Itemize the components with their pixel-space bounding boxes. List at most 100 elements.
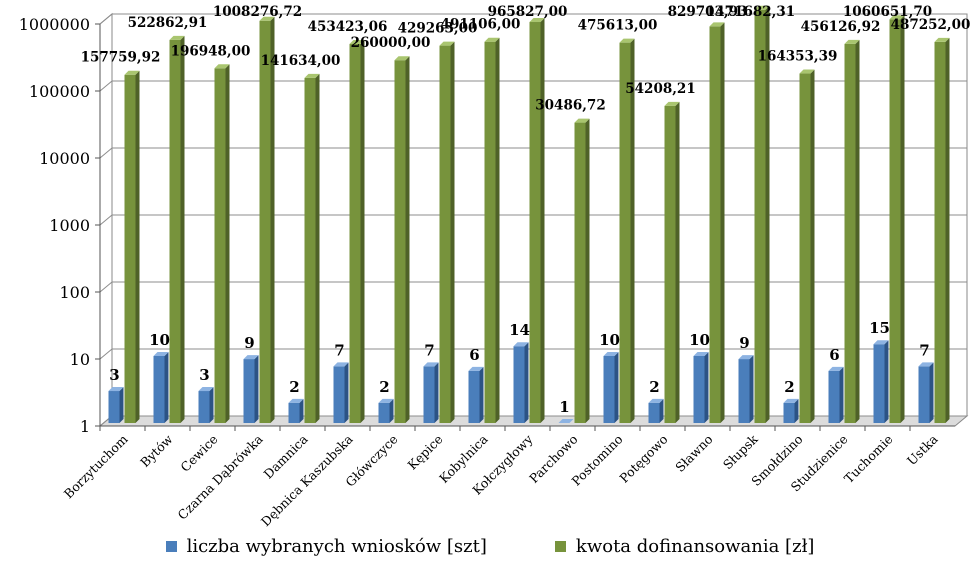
legend-item-applications: liczba wybranych wniosków [szt] xyxy=(165,536,487,557)
bar-funding xyxy=(214,68,226,423)
category-label: Słupsk xyxy=(720,431,761,472)
category-label: Bytów xyxy=(137,431,176,470)
bar-top-funding xyxy=(349,40,365,45)
bar-top-applications xyxy=(468,366,484,371)
data-label-applications: 3 xyxy=(109,366,119,384)
bar-side-applications xyxy=(884,340,889,423)
data-label-applications: 10 xyxy=(689,331,710,349)
bar-top-applications xyxy=(783,398,799,403)
data-label-applications: 2 xyxy=(379,378,389,396)
bar-top-applications xyxy=(378,398,394,403)
data-label-funding: 522862,91 xyxy=(128,15,208,31)
bar-side-applications xyxy=(794,398,799,423)
bar-side-funding xyxy=(855,39,860,424)
bar-applications xyxy=(783,402,795,423)
bar-top-applications xyxy=(333,362,349,367)
bar-side-applications xyxy=(254,355,259,423)
bar-side-funding xyxy=(180,35,185,424)
y-tick-label: 1000 xyxy=(49,216,90,235)
bar-funding xyxy=(889,19,901,424)
bar-top-applications xyxy=(873,340,889,345)
bar-side-funding xyxy=(585,118,590,424)
bar-side-funding xyxy=(270,16,275,423)
data-label-applications: 6 xyxy=(829,346,839,364)
bar-side-funding xyxy=(315,73,320,424)
bar-side-applications xyxy=(344,362,349,423)
bar-side-applications xyxy=(209,387,214,423)
bar-funding xyxy=(439,45,451,423)
bar-side-funding xyxy=(720,22,725,423)
data-label-applications: 7 xyxy=(334,341,344,359)
bar-top-applications xyxy=(423,362,439,367)
bar-applications xyxy=(738,359,750,423)
bar-applications xyxy=(468,370,480,423)
data-label-funding: 157759,92 xyxy=(81,50,161,66)
bar-funding xyxy=(619,42,631,424)
category-label: Potęgowo xyxy=(616,432,670,486)
category-label: Czarna Dąbrówka xyxy=(175,431,266,522)
data-label-applications: 9 xyxy=(244,334,254,352)
data-label-applications: 2 xyxy=(289,378,299,396)
bar-side-funding xyxy=(405,56,410,424)
data-label-applications: 7 xyxy=(919,341,929,359)
bar-top-funding xyxy=(799,69,815,74)
data-label-funding: 1471682,31 xyxy=(706,4,795,20)
bar-top-applications xyxy=(243,355,259,360)
bar-side-funding xyxy=(360,40,365,424)
data-label-applications: 6 xyxy=(469,346,479,364)
data-label-funding: 965827,00 xyxy=(488,4,568,20)
bar-side-funding xyxy=(450,41,455,423)
data-label-funding: 141634,00 xyxy=(261,53,341,69)
category-label: Dębnica Kaszubska xyxy=(258,431,356,529)
bar-applications xyxy=(108,391,120,423)
bar-top-funding xyxy=(574,118,590,123)
category-label: Sławno xyxy=(672,432,715,475)
bar-top-applications xyxy=(153,352,169,356)
bar-applications xyxy=(333,366,345,423)
data-label-funding: 491106,00 xyxy=(441,17,521,33)
category-label: Tuchomie xyxy=(841,432,896,487)
bar-top-funding xyxy=(529,18,545,23)
bar-applications xyxy=(378,402,390,423)
y-tick-label: 1 xyxy=(80,417,90,436)
y-tick-label: 100 xyxy=(59,283,90,302)
bar-funding xyxy=(799,73,811,423)
bar-side-funding xyxy=(765,5,770,423)
bar-top-funding xyxy=(259,16,275,21)
bar-applications xyxy=(828,370,840,423)
data-label-funding: 196948,00 xyxy=(171,43,251,59)
bar-applications xyxy=(288,402,300,423)
bar-side-applications xyxy=(434,362,439,423)
legend: liczba wybranych wniosków [szt] kwota do… xyxy=(0,531,980,561)
data-label-applications: 1 xyxy=(559,398,569,416)
data-label-funding: 1008276,72 xyxy=(213,4,302,20)
category-label: Cewice xyxy=(177,432,220,475)
bar-top-applications xyxy=(648,398,664,403)
data-label-applications: 10 xyxy=(149,331,170,349)
data-label-funding: 260000,00 xyxy=(351,35,431,51)
bar-side-applications xyxy=(839,366,844,423)
data-label-funding: 1060651,70 xyxy=(843,4,932,20)
bar-top-applications xyxy=(693,352,709,356)
bar-applications xyxy=(153,356,165,423)
bar-funding xyxy=(394,60,406,424)
bar-side-applications xyxy=(614,352,619,423)
bar-side-applications xyxy=(479,366,484,423)
gridline-side xyxy=(99,348,113,360)
bar-funding xyxy=(304,77,316,424)
y-tick-label: 1000000 xyxy=(19,15,90,34)
bar-funding xyxy=(124,74,136,423)
category-label: Kępice xyxy=(405,432,446,473)
bar-applications xyxy=(198,391,210,423)
gridline-side xyxy=(99,80,113,92)
bar-side-applications xyxy=(389,398,394,423)
bar-top-applications xyxy=(918,362,934,367)
bar-side-funding xyxy=(540,18,545,423)
bar-applications xyxy=(693,356,705,423)
bar-funding xyxy=(169,39,181,424)
gridline-side xyxy=(99,13,113,25)
bar-top-applications xyxy=(828,366,844,371)
data-label-applications: 9 xyxy=(739,334,749,352)
bar-top-applications xyxy=(513,342,529,347)
data-label-applications: 2 xyxy=(784,378,794,396)
